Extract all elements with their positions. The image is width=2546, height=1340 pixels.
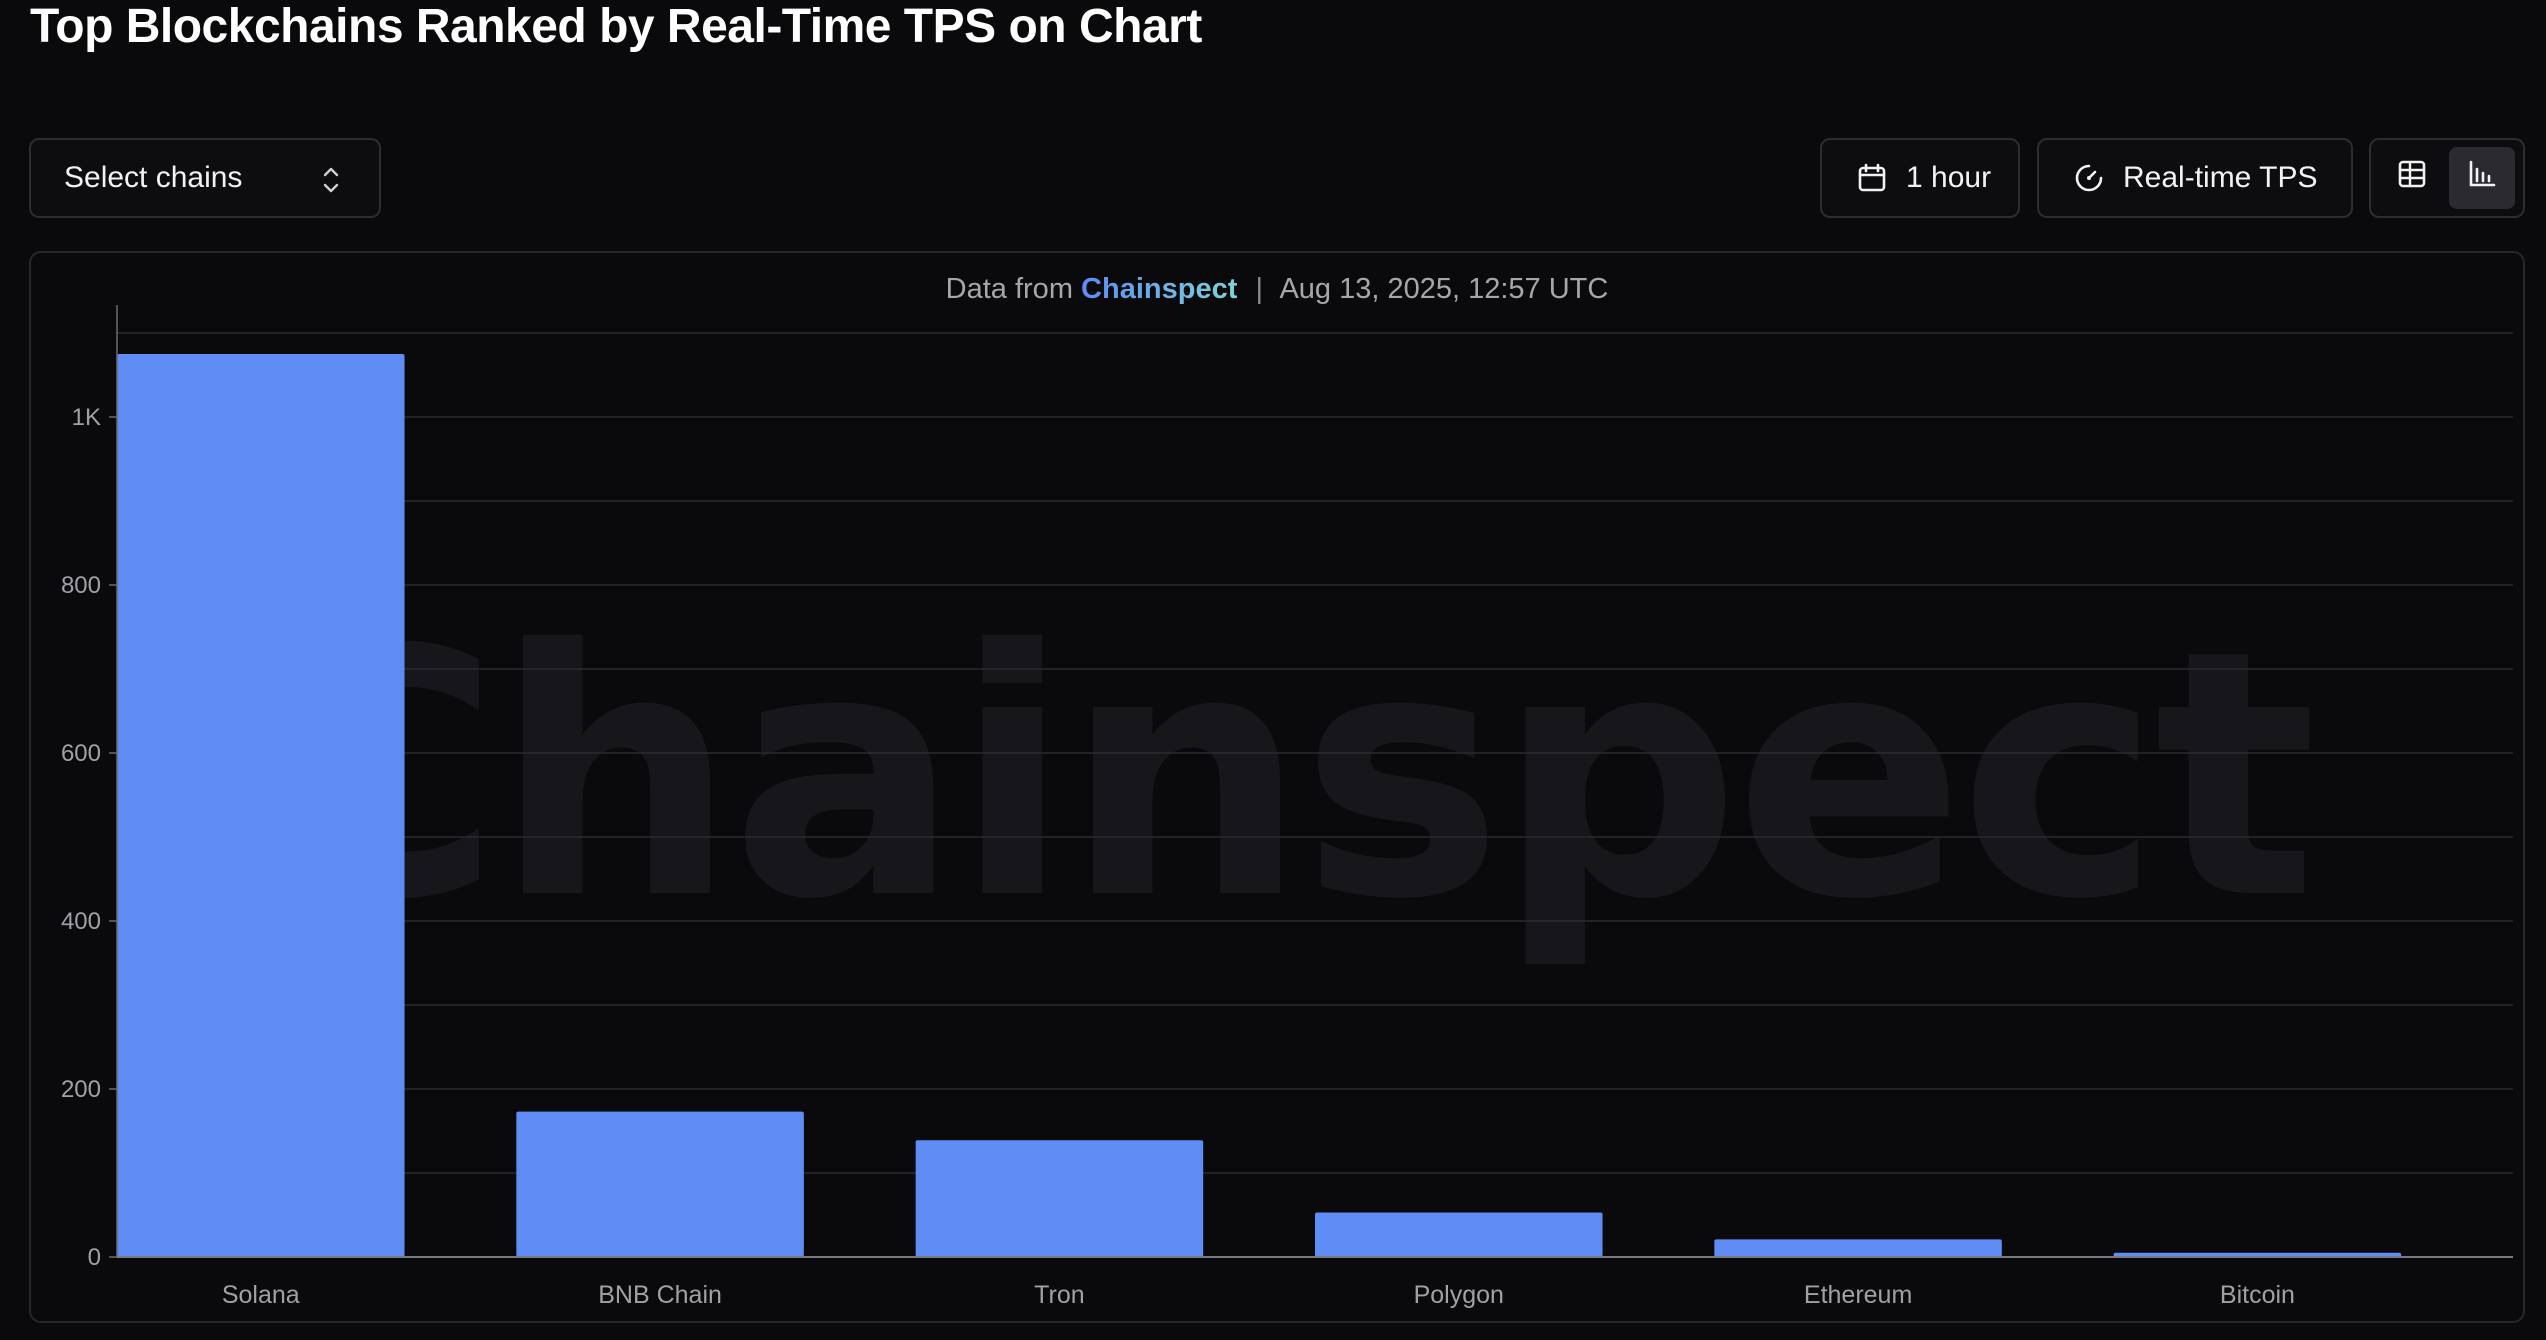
x-category-label: BNB Chain	[598, 1281, 722, 1309]
source-separator: |	[1255, 273, 1263, 305]
gridlines	[117, 332, 2513, 1174]
bar-bitcoin[interactable]	[2113, 1252, 2402, 1257]
y-tick-label: 200	[61, 1076, 101, 1103]
chevron-up-down-icon	[319, 164, 343, 204]
time-range-button[interactable]: 1 hour	[1820, 138, 2020, 218]
table-view-button[interactable]	[2379, 147, 2445, 209]
x-category-label: Polygon	[1414, 1281, 1504, 1309]
watermark-text: Chainspect	[251, 578, 2314, 974]
gauge-icon	[2073, 162, 2105, 194]
bar-ethereum[interactable]	[1714, 1239, 2002, 1257]
y-tick-label: 600	[61, 740, 101, 767]
bar-bnb-chain[interactable]	[516, 1111, 804, 1257]
page-title: Top Blockchains Ranked by Real-Time TPS …	[30, 0, 1202, 53]
source-prefix: Data from	[945, 273, 1073, 305]
bar-tron[interactable]	[915, 1140, 1204, 1257]
select-chains-label: Select chains	[64, 161, 243, 194]
bars	[117, 354, 2402, 1257]
bar-chart: Chainspect 0 200 400 600 800 1K Solana BNB Chai…	[61, 305, 2513, 1309]
bar-chart-view-icon	[2467, 159, 2497, 197]
data-source-line: Data from Chainspect | Aug 13, 2025, 12:…	[31, 273, 2523, 306]
source-timestamp: Aug 13, 2025, 12:57 UTC	[1279, 273, 1609, 305]
bar-solana[interactable]	[117, 354, 405, 1257]
metric-button[interactable]: Real-time TPS	[2037, 138, 2353, 218]
y-tick-label: 1K	[72, 404, 101, 431]
x-category-label: Tron	[1034, 1281, 1084, 1309]
view-toggle	[2369, 138, 2525, 218]
bar-polygon[interactable]	[1315, 1212, 1603, 1257]
chart-view-button[interactable]	[2449, 147, 2515, 209]
chart-panel: Chainspect 0 200 400 600 800 1K Solana BNB Chai…	[29, 251, 2525, 1323]
select-chains-dropdown[interactable]: Select chains	[29, 138, 381, 218]
metric-label: Real-time TPS	[2123, 161, 2318, 194]
y-tick-label: 0	[88, 1244, 101, 1271]
y-tick-label: 400	[61, 908, 101, 935]
table-view-icon	[2397, 159, 2427, 197]
calendar-icon	[1856, 162, 1888, 194]
x-category-label: Bitcoin	[2220, 1281, 2295, 1309]
x-category-label: Solana	[222, 1281, 300, 1309]
x-category-label: Ethereum	[1804, 1281, 1912, 1309]
source-brand-link[interactable]: Chainspect	[1081, 273, 1238, 305]
time-range-label: 1 hour	[1906, 161, 1992, 194]
y-tick-label: 800	[61, 572, 101, 599]
axes: 0 200 400 600 800 1K Solana BNB Chain Tron Polygo…	[61, 305, 2513, 1309]
